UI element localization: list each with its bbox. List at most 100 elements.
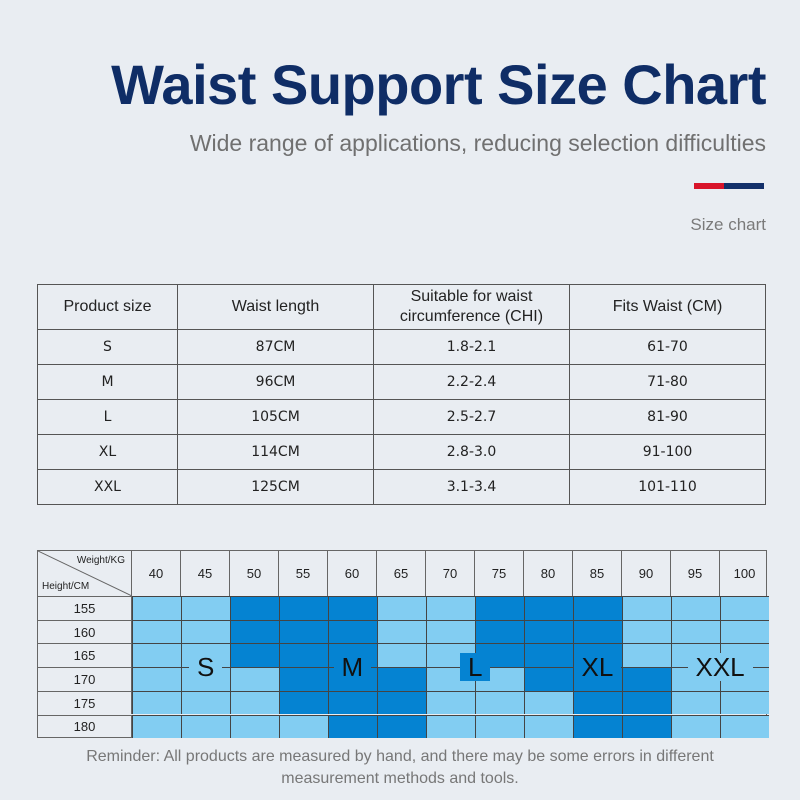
grid-cell [377, 643, 426, 668]
size-table: Product size Waist length Suitable for w… [37, 284, 766, 505]
table-cell: 91-100 [569, 434, 766, 470]
table-cell: 2.5-2.7 [373, 399, 570, 435]
height-header-cell: 160 [38, 619, 132, 644]
table-cell: 125CM [177, 469, 374, 505]
table-row: XL 114CM 2.8-3.0 91-100 [37, 434, 766, 470]
header-waist-circumference: Suitable for waist circumference (CHI) [373, 284, 570, 330]
grid-cell [475, 690, 524, 715]
weight-header-cell: 80 [524, 551, 573, 596]
table-cell: XL [37, 434, 178, 470]
grid-cell [573, 690, 622, 715]
table-cell: XXL [37, 469, 178, 505]
grid-cell [720, 714, 769, 739]
weight-header-cell: 70 [426, 551, 475, 596]
header-fits-waist: Fits Waist (CM) [569, 284, 766, 330]
table-cell: 1.8-2.1 [373, 329, 570, 365]
page-title: Waist Support Size Chart [111, 53, 766, 116]
grid-cell [720, 690, 769, 715]
grid-cell [622, 714, 671, 739]
grid-corner: Weight/KG Height/CM [38, 551, 132, 596]
height-header-cell: 165 [38, 643, 132, 668]
table-cell: 114CM [177, 434, 374, 470]
table-cell: 61-70 [569, 329, 766, 365]
grid-cell [573, 619, 622, 644]
size-zone-label: L [460, 653, 491, 682]
grid-cell [279, 667, 328, 691]
grid-cell [328, 714, 377, 739]
weight-height-grid: Weight/KG Height/CM 40 45 50 55 60 65 70 75 80 85… [37, 550, 769, 739]
reminder-note: Reminder: All products are measured by h… [86, 748, 714, 787]
size-table-header: Product size Waist length Suitable for w… [37, 284, 766, 330]
weight-header-cell: 40 [132, 551, 181, 596]
grid-cell [622, 667, 671, 691]
weight-header-cell: 95 [671, 551, 720, 596]
size-zone-label: XXL [687, 653, 753, 682]
grid-cell [720, 596, 769, 620]
grid-cell [132, 643, 181, 668]
table-cell: 96CM [177, 364, 374, 400]
weight-header-row: Weight/KG Height/CM 40 45 50 55 60 65 70 75 80 85… [38, 551, 766, 596]
height-axis-label: Height/CM [42, 581, 90, 592]
grid-cell [524, 667, 573, 691]
height-header-cell: 180 [38, 714, 132, 739]
table-cell: 2.2-2.4 [373, 364, 570, 400]
grid-cell [671, 596, 720, 620]
table-cell: L [37, 399, 178, 435]
grid-cell [230, 667, 279, 691]
weight-header-cell: 85 [573, 551, 622, 596]
weight-header-cell: 50 [230, 551, 279, 596]
height-header-cell: 170 [38, 667, 132, 691]
grid-cell [524, 690, 573, 715]
grid-cell [377, 596, 426, 620]
grid-cell [279, 596, 328, 620]
weight-header-cell: 55 [279, 551, 328, 596]
table-cell: 101-110 [569, 469, 766, 505]
grid-cell [230, 643, 279, 668]
grid-cell [426, 619, 475, 644]
table-cell: 87CM [177, 329, 374, 365]
grid-cell [279, 714, 328, 739]
grid-cell [132, 667, 181, 691]
accent-bar-red [694, 183, 724, 189]
weight-axis-label: Weight/KG [76, 555, 125, 566]
weight-header-cell: 100 [733, 566, 756, 581]
grid-cell [573, 714, 622, 739]
grid-cell [328, 596, 377, 620]
grid-cell [181, 690, 230, 715]
grid-cell [475, 619, 524, 644]
grid-cell [622, 619, 671, 644]
grid-cell [132, 690, 181, 715]
size-zone-label: XL [573, 653, 622, 682]
grid-cell [524, 596, 573, 620]
grid-cell [181, 596, 230, 620]
weight-header-cell: 45 [181, 551, 230, 596]
table-cell: 105CM [177, 399, 374, 435]
grid-cell [279, 643, 328, 668]
size-zone-label: M [333, 653, 372, 682]
grid-cell [622, 690, 671, 715]
table-cell: 2.8-3.0 [373, 434, 570, 470]
height-header-cell: 155 [38, 596, 132, 620]
grid-cell [671, 690, 720, 715]
table-row: M 96CM 2.2-2.4 71-80 [37, 364, 766, 400]
weight-header-cell: 75 [475, 551, 524, 596]
table-cell: 81-90 [569, 399, 766, 435]
grid-cell [426, 596, 475, 620]
weight-header-cell: 90 [622, 551, 671, 596]
grid-cell [181, 619, 230, 644]
grid-cell [328, 619, 377, 644]
grid-cell [230, 596, 279, 620]
grid-cell [132, 714, 181, 739]
table-row: S 87CM 1.8-2.1 61-70 [37, 329, 766, 365]
grid-cell [279, 690, 328, 715]
grid-cell [622, 643, 671, 668]
grid-cell [573, 596, 622, 620]
grid-cell [279, 619, 328, 644]
grid-cell [671, 619, 720, 644]
grid-cell [377, 619, 426, 644]
grid-cell [377, 667, 426, 691]
grid-cell [230, 619, 279, 644]
grid-cell [181, 714, 230, 739]
table-cell: S [37, 329, 178, 365]
grid-cell [720, 619, 769, 644]
